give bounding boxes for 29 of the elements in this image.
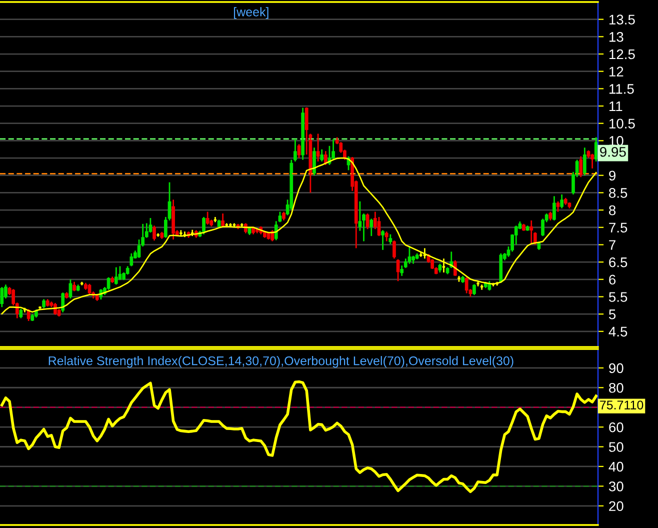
y-tick-label: 20 bbox=[609, 501, 624, 512]
text: 9.95 bbox=[600, 146, 626, 157]
y-tick-label: 11 bbox=[609, 102, 622, 112]
y-tick-label: 12 bbox=[609, 66, 624, 76]
y-tick-label: 6 bbox=[609, 274, 616, 285]
y-tick-label: 40 bbox=[608, 462, 624, 472]
y-tick-label: 60 bbox=[609, 422, 624, 432]
y-tick-label: 5.5 bbox=[608, 292, 628, 302]
y-tick-label: 50 bbox=[608, 442, 624, 452]
y-tick-label: 4.5 bbox=[608, 326, 628, 337]
y-tick-label: 6.5 bbox=[609, 257, 628, 268]
y-tick-label: 8 bbox=[609, 205, 616, 216]
y-tick-label: 13 bbox=[609, 32, 624, 42]
y-tick-label: 13.5 bbox=[609, 14, 635, 25]
y-tick-label: 9 bbox=[609, 170, 616, 181]
text: 75.7110 bbox=[600, 400, 644, 410]
y-tick-label: 11.5 bbox=[609, 84, 634, 94]
text: Relative Strength Index(CLOSE,14,30,70),Overbought Level(70),Oversold Level(30) bbox=[48, 356, 514, 368]
y-tick-label: 30 bbox=[608, 482, 624, 492]
y-tick-label: 12.5 bbox=[609, 49, 635, 60]
y-tick-label: 80 bbox=[609, 382, 624, 393]
y-tick-label: 10.5 bbox=[609, 118, 635, 129]
y-tick-label: 5 bbox=[608, 310, 616, 320]
chart-title: [week] bbox=[234, 7, 268, 19]
y-tick-label: 7.5 bbox=[609, 222, 628, 233]
y-tick-label: 8.5 bbox=[609, 188, 628, 198]
y-tick-label: 7 bbox=[609, 240, 616, 250]
line-series bbox=[0, 380, 598, 494]
y-tick-label: 90 bbox=[609, 363, 624, 374]
